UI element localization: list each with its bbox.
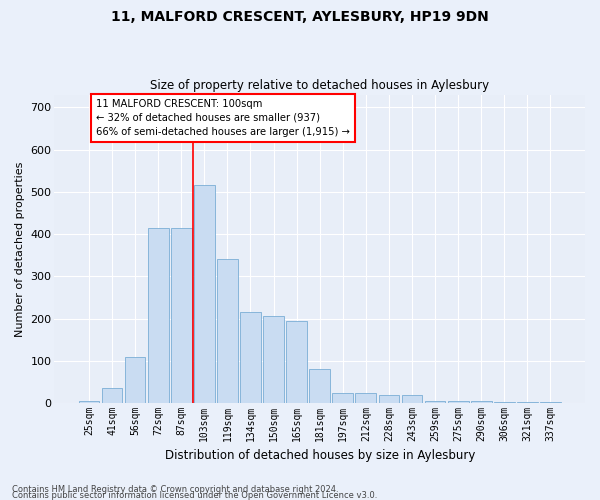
Bar <box>310 370 330 403</box>
Bar <box>332 392 353 403</box>
Bar <box>171 228 191 403</box>
Bar <box>379 394 400 403</box>
Y-axis label: Number of detached properties: Number of detached properties <box>15 161 25 336</box>
Bar <box>286 320 307 403</box>
Title: Size of property relative to detached houses in Aylesbury: Size of property relative to detached ho… <box>150 79 489 92</box>
Bar <box>125 356 145 403</box>
Bar <box>79 401 100 403</box>
Bar <box>517 402 538 403</box>
X-axis label: Distribution of detached houses by size in Aylesbury: Distribution of detached houses by size … <box>164 450 475 462</box>
Bar <box>101 388 122 403</box>
Text: Contains public sector information licensed under the Open Government Licence v3: Contains public sector information licen… <box>12 490 377 500</box>
Bar <box>401 394 422 403</box>
Bar <box>148 228 169 403</box>
Bar <box>263 316 284 403</box>
Bar <box>540 402 561 403</box>
Bar <box>471 401 491 403</box>
Text: Contains HM Land Registry data © Crown copyright and database right 2024.: Contains HM Land Registry data © Crown c… <box>12 484 338 494</box>
Text: 11, MALFORD CRESCENT, AYLESBURY, HP19 9DN: 11, MALFORD CRESCENT, AYLESBURY, HP19 9D… <box>111 10 489 24</box>
Bar <box>425 401 445 403</box>
Bar <box>494 402 515 403</box>
Bar <box>194 186 215 403</box>
Bar <box>448 401 469 403</box>
Text: 11 MALFORD CRESCENT: 100sqm
← 32% of detached houses are smaller (937)
66% of se: 11 MALFORD CRESCENT: 100sqm ← 32% of det… <box>96 99 350 137</box>
Bar <box>355 392 376 403</box>
Bar <box>217 260 238 403</box>
Bar <box>240 312 261 403</box>
